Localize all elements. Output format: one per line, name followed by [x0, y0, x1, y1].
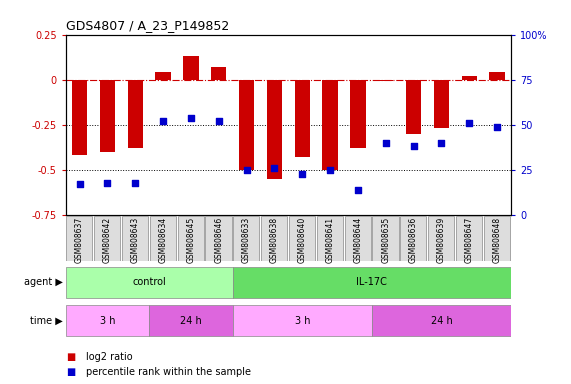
Bar [406, 80, 421, 134]
Bar [461, 76, 477, 80]
Point [381, 140, 391, 146]
Point [493, 124, 502, 130]
Text: 24 h: 24 h [180, 316, 202, 326]
Text: GSM808633: GSM808633 [242, 217, 251, 263]
Bar [183, 56, 199, 80]
Text: control: control [132, 277, 166, 287]
FancyBboxPatch shape [428, 215, 455, 261]
Bar [127, 80, 143, 148]
Bar [489, 73, 505, 80]
Bar [378, 80, 393, 81]
Text: IL-17C: IL-17C [356, 277, 387, 287]
Bar [72, 80, 87, 156]
Bar [295, 80, 310, 157]
FancyBboxPatch shape [94, 215, 120, 261]
Bar [239, 80, 254, 170]
Point [242, 167, 251, 173]
Bar [323, 80, 338, 170]
FancyBboxPatch shape [261, 215, 287, 261]
Bar [100, 80, 115, 152]
Point [353, 187, 363, 193]
FancyBboxPatch shape [149, 305, 233, 336]
Text: GSM808639: GSM808639 [437, 217, 446, 263]
FancyBboxPatch shape [233, 215, 259, 261]
Text: GDS4807 / A_23_P149852: GDS4807 / A_23_P149852 [66, 19, 229, 32]
FancyBboxPatch shape [206, 215, 232, 261]
Text: GSM808642: GSM808642 [103, 217, 112, 263]
FancyBboxPatch shape [456, 215, 482, 261]
Text: ■: ■ [66, 352, 75, 362]
Text: 3 h: 3 h [100, 316, 115, 326]
FancyBboxPatch shape [233, 305, 372, 336]
FancyBboxPatch shape [66, 305, 149, 336]
Bar [350, 80, 365, 148]
Point [409, 143, 418, 149]
Point [297, 170, 307, 177]
Bar [211, 67, 227, 80]
FancyBboxPatch shape [150, 215, 176, 261]
FancyBboxPatch shape [372, 215, 399, 261]
Text: log2 ratio: log2 ratio [86, 352, 132, 362]
Point [465, 120, 474, 126]
Text: GSM808647: GSM808647 [465, 217, 474, 263]
FancyBboxPatch shape [344, 215, 371, 261]
Text: GSM808648: GSM808648 [493, 217, 502, 263]
FancyBboxPatch shape [317, 215, 343, 261]
Point [75, 181, 84, 187]
Point [270, 165, 279, 171]
Text: 3 h: 3 h [295, 316, 310, 326]
Text: GSM808644: GSM808644 [353, 217, 363, 263]
Text: time ▶: time ▶ [30, 316, 63, 326]
Point [214, 118, 223, 124]
Text: GSM808641: GSM808641 [325, 217, 335, 263]
Point [159, 118, 168, 124]
Text: 24 h: 24 h [431, 316, 452, 326]
Text: GSM808646: GSM808646 [214, 217, 223, 263]
Point [325, 167, 335, 173]
Point [103, 179, 112, 185]
Text: GSM808640: GSM808640 [297, 217, 307, 263]
Bar [155, 73, 171, 80]
Text: GSM808645: GSM808645 [186, 217, 195, 263]
Text: GSM808636: GSM808636 [409, 217, 418, 263]
FancyBboxPatch shape [233, 266, 511, 298]
FancyBboxPatch shape [400, 215, 427, 261]
Text: GSM808634: GSM808634 [159, 217, 168, 263]
FancyBboxPatch shape [372, 305, 511, 336]
FancyBboxPatch shape [66, 215, 93, 261]
FancyBboxPatch shape [178, 215, 204, 261]
Point [131, 179, 140, 185]
Text: GSM808643: GSM808643 [131, 217, 140, 263]
FancyBboxPatch shape [66, 266, 233, 298]
Bar [267, 80, 282, 179]
Text: GSM808635: GSM808635 [381, 217, 391, 263]
FancyBboxPatch shape [484, 215, 510, 261]
Text: GSM808637: GSM808637 [75, 217, 84, 263]
Point [186, 114, 195, 121]
FancyBboxPatch shape [289, 215, 315, 261]
Text: ■: ■ [66, 367, 75, 377]
Point [437, 140, 446, 146]
Text: GSM808638: GSM808638 [270, 217, 279, 263]
Text: percentile rank within the sample: percentile rank within the sample [86, 367, 251, 377]
Bar [434, 80, 449, 128]
Text: agent ▶: agent ▶ [24, 277, 63, 287]
FancyBboxPatch shape [122, 215, 148, 261]
